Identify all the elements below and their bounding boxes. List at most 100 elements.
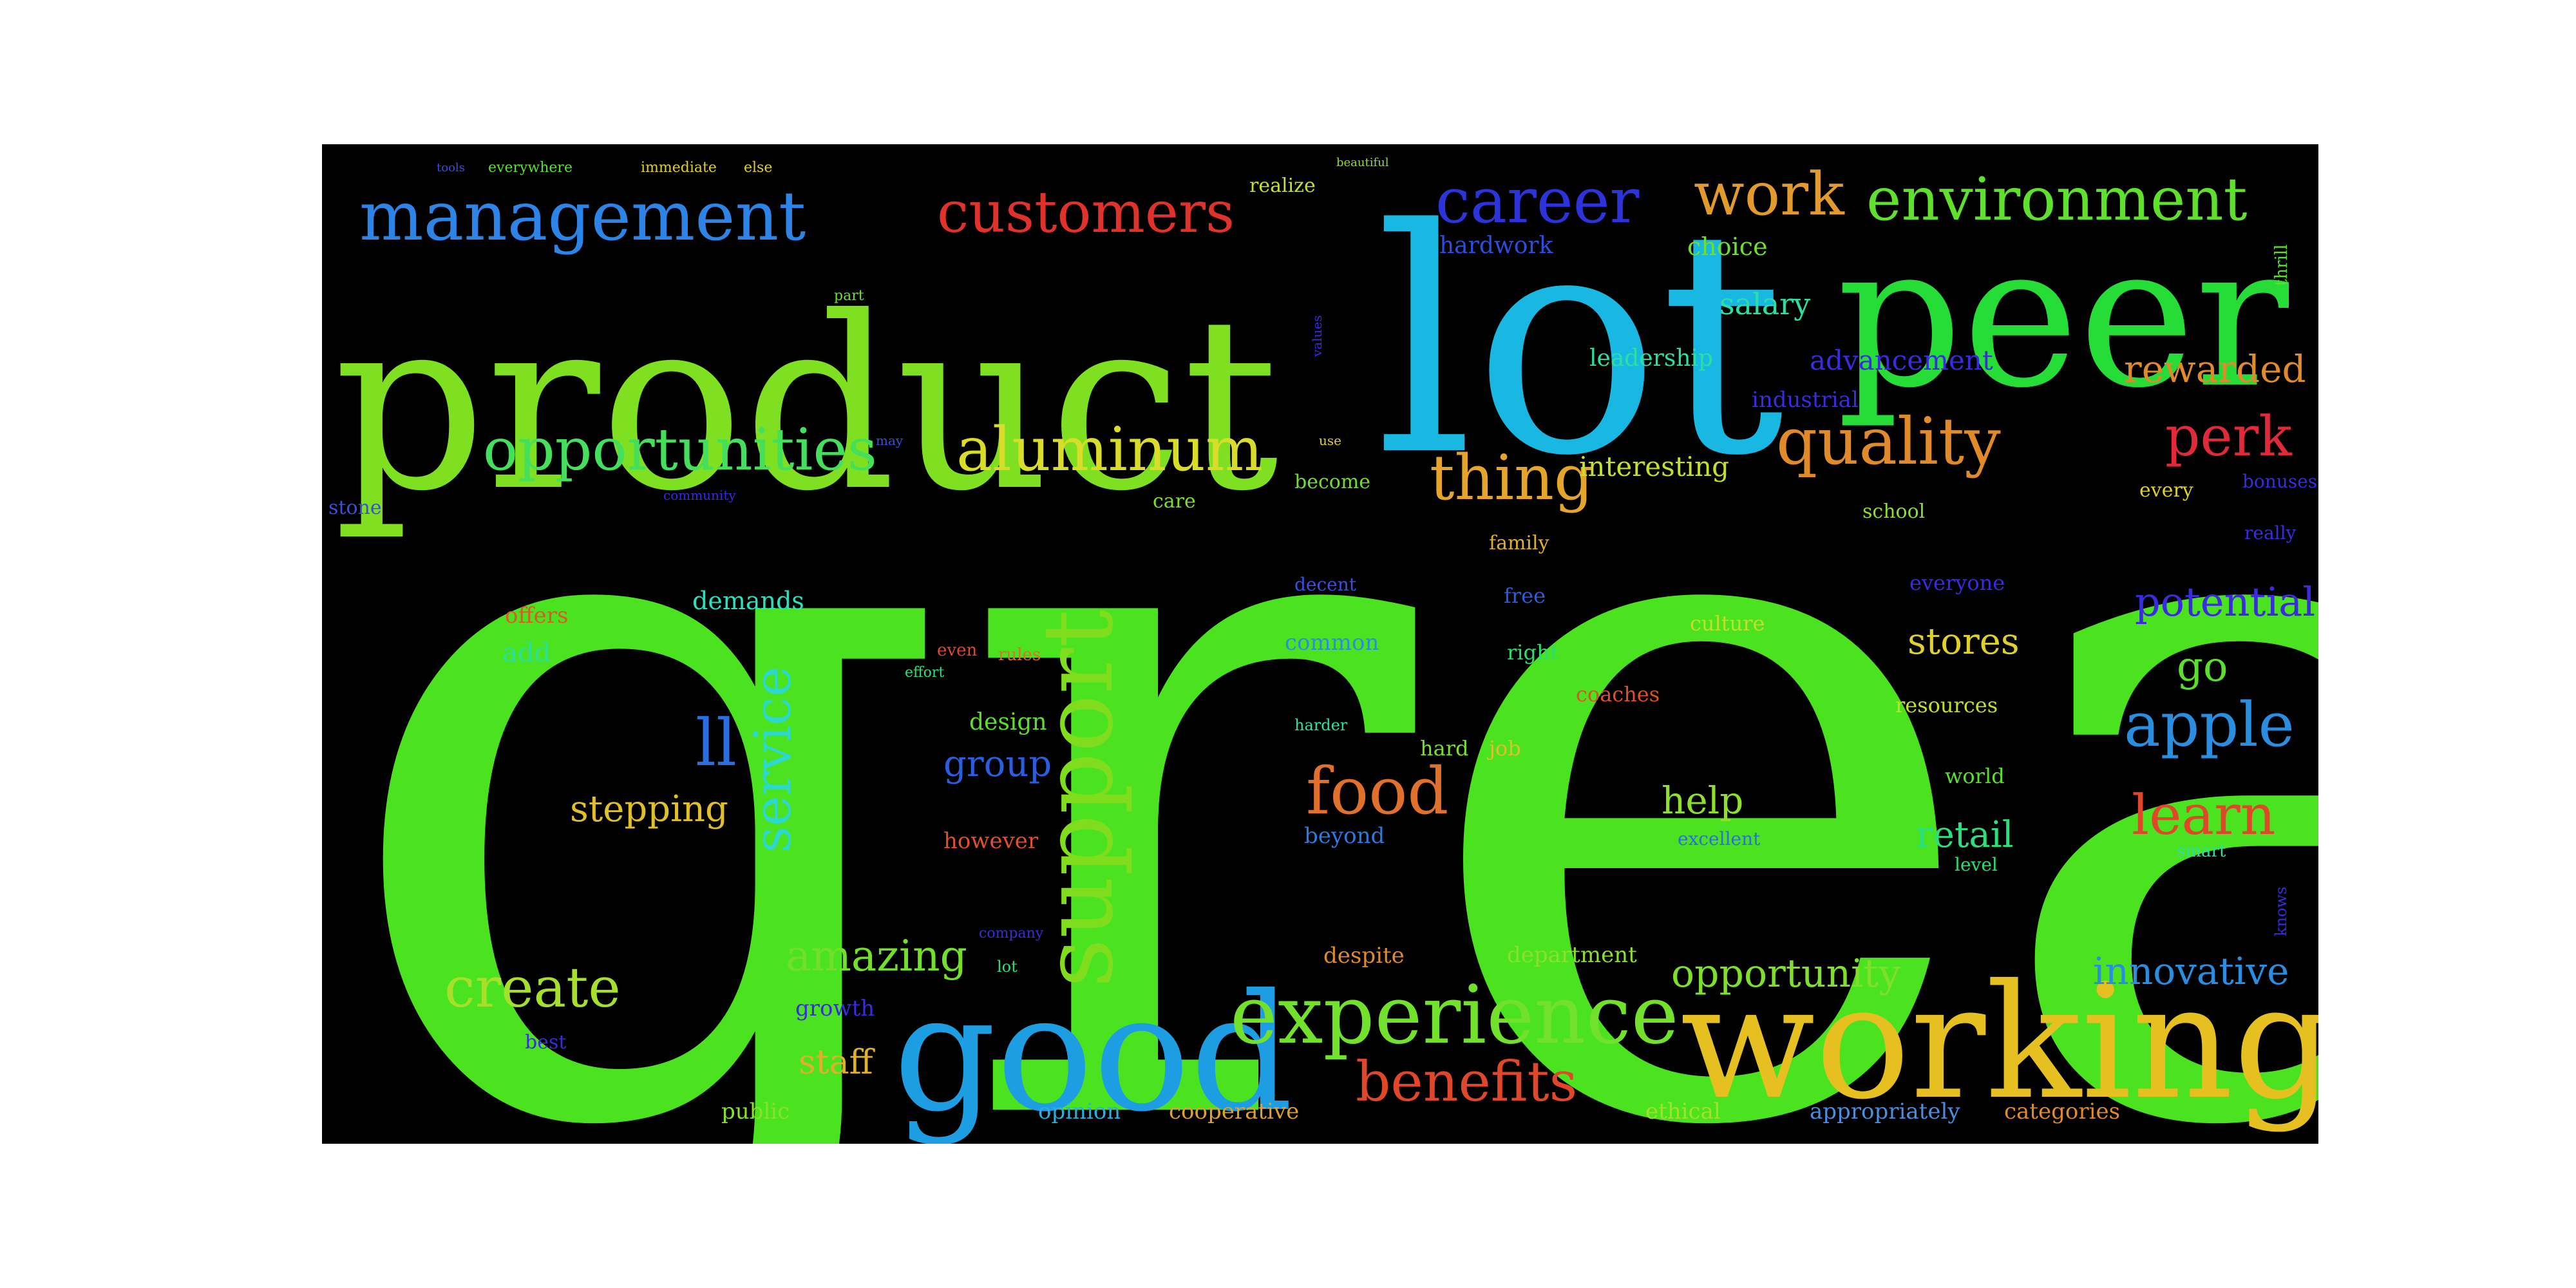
word-learn: learn: [2132, 784, 2276, 848]
word-care: care: [1153, 490, 1196, 513]
word-lot-small: lot: [997, 958, 1018, 976]
word-harder: harder: [1294, 716, 1348, 734]
word-hardwork: hardwork: [1439, 232, 1553, 259]
word-go: go: [2177, 643, 2228, 691]
word-even: even: [937, 641, 978, 660]
word-great: great: [335, 213, 2318, 1144]
word-resources: resources: [1895, 693, 1998, 717]
word-food: food: [1306, 753, 1449, 829]
word-every: every: [2139, 479, 2193, 502]
word-coaches: coaches: [1576, 682, 1660, 706]
word-appropriately: appropriately: [1810, 1099, 1960, 1124]
word-add: add: [502, 638, 551, 668]
word-best: best: [525, 1031, 567, 1054]
word-school: school: [1862, 500, 1926, 523]
word-opportunities: opportunities: [483, 416, 877, 484]
word-peer: peer: [1837, 202, 2289, 431]
word-industrial: industrial: [1752, 387, 1859, 413]
word-choice: choice: [1687, 232, 1768, 261]
word-advancement: advancement: [1810, 345, 1993, 376]
word-apple: apple: [2124, 690, 2295, 761]
word-decent: decent: [1294, 574, 1357, 595]
word-tools: tools: [437, 161, 465, 175]
word-design: design: [969, 709, 1047, 735]
word-level: level: [1955, 854, 1998, 875]
word-stores: stores: [1908, 621, 2020, 663]
word-may: may: [876, 433, 904, 448]
word-product: product: [334, 267, 1279, 544]
word-salary: salary: [1719, 287, 1811, 321]
word-bonuses: bonuses: [2242, 471, 2318, 492]
word-quality: quality: [1776, 404, 2001, 479]
word-environment: environment: [1866, 165, 2248, 234]
word-part: part: [834, 288, 864, 304]
word-experience: experience: [1230, 969, 1679, 1062]
word-customers: customers: [937, 179, 1235, 245]
word-right: right: [1507, 640, 1558, 665]
word-perk: perk: [2165, 405, 2292, 469]
word-job: job: [1489, 736, 1521, 761]
word-aluminum: aluminum: [956, 415, 1264, 485]
word-ethical: ethical: [1645, 1099, 1721, 1124]
word-cloud: great product lot peer working good expe…: [322, 144, 2318, 1144]
word-opinion: opinion: [1038, 1099, 1121, 1124]
word-rules: rules: [998, 645, 1041, 665]
word-offers: offers: [505, 603, 569, 629]
word-help: help: [1662, 779, 1744, 822]
word-amazing: amazing: [786, 931, 967, 981]
word-potential: potential: [2135, 578, 2316, 625]
word-community: community: [663, 488, 736, 503]
word-free: free: [1504, 583, 1546, 608]
word-department: department: [1507, 942, 1637, 968]
word-use: use: [1319, 433, 1341, 448]
word-beautiful: beautiful: [1336, 156, 1389, 169]
word-categories: categories: [2004, 1099, 2121, 1124]
word-retail: retail: [1916, 814, 2014, 856]
word-immediate: immediate: [641, 160, 717, 176]
word-become: become: [1294, 471, 1371, 493]
word-values: values: [1309, 315, 1325, 357]
word-company: company: [979, 925, 1044, 942]
word-lot: lot: [1375, 164, 1785, 524]
word-thrill: thrill: [2272, 244, 2291, 286]
word-innovative: innovative: [2093, 949, 2289, 993]
word-realize: realize: [1249, 175, 1316, 197]
word-opportunity: opportunity: [1671, 951, 1901, 996]
word-stone: stone: [328, 497, 382, 519]
word-hard: hard: [1420, 736, 1469, 761]
word-knows: knows: [2272, 886, 2290, 936]
word-however: however: [943, 828, 1039, 854]
word-family: family: [1489, 532, 1549, 554]
word-group: group: [943, 743, 1052, 785]
word-rewarded: rewarded: [2124, 347, 2306, 391]
word-excellent: excellent: [1678, 828, 1761, 849]
word-service: service: [743, 666, 802, 853]
word-management: management: [359, 177, 806, 256]
word-interesting: interesting: [1579, 451, 1729, 482]
word-support: support: [1023, 609, 1135, 988]
word-effort: effort: [905, 665, 945, 681]
word-world: world: [1945, 764, 2005, 788]
word-growth: growth: [795, 996, 875, 1021]
word-despite: despite: [1323, 943, 1405, 969]
word-good: good: [893, 960, 1294, 1144]
word-really: really: [2244, 522, 2297, 544]
word-beyond: beyond: [1304, 823, 1385, 849]
word-else: else: [744, 160, 773, 176]
word-everywhere: everywhere: [488, 160, 573, 176]
word-create: create: [444, 956, 621, 1020]
word-common: common: [1285, 630, 1379, 656]
word-career: career: [1435, 165, 1640, 237]
word-stepping: stepping: [570, 788, 728, 830]
word-demands: demands: [692, 587, 804, 615]
word-working: working: [1680, 951, 2318, 1134]
word-smart: smart: [2177, 842, 2226, 861]
word-staff: staff: [799, 1043, 873, 1082]
word-benefits: benefits: [1356, 1050, 1578, 1114]
word-work: work: [1694, 160, 1844, 229]
word-ll: ll: [696, 705, 737, 781]
word-leadership: leadership: [1589, 345, 1714, 372]
word-public: public: [721, 1099, 790, 1124]
word-culture: culture: [1690, 611, 1765, 636]
word-everyone: everyone: [1909, 571, 2005, 595]
